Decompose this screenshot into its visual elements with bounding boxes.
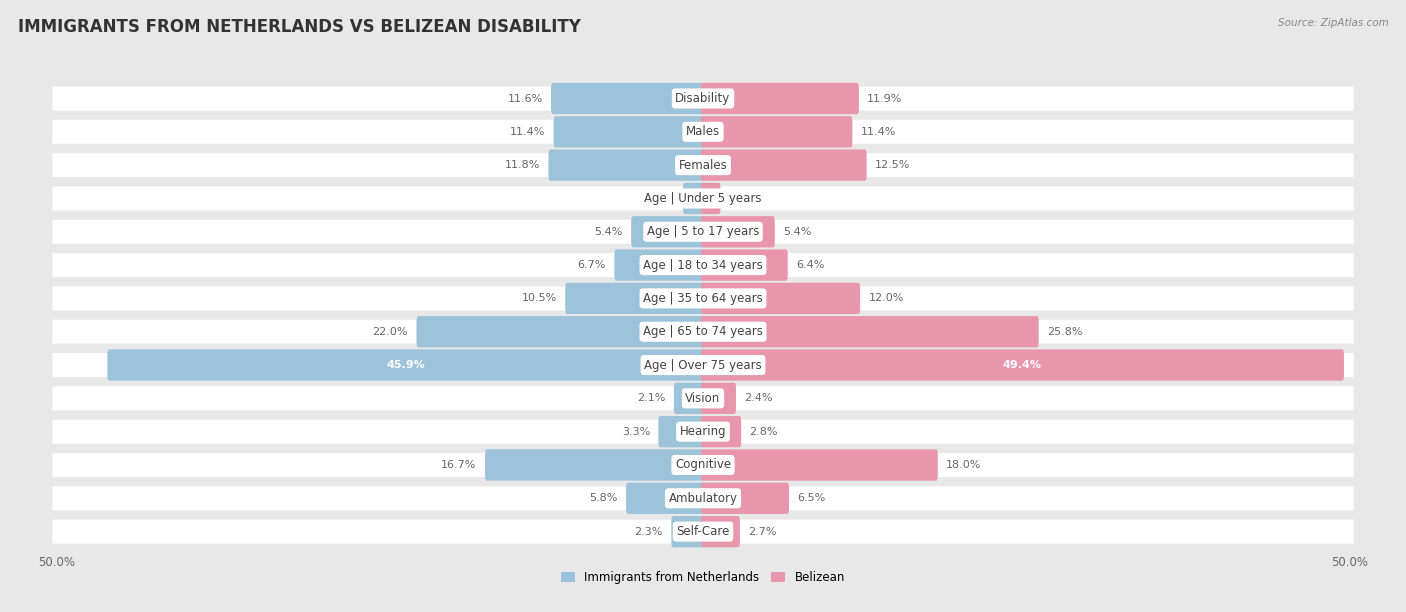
Text: Ambulatory: Ambulatory: [668, 492, 738, 505]
Text: 6.7%: 6.7%: [578, 260, 606, 270]
Text: Females: Females: [679, 159, 727, 171]
Text: 2.3%: 2.3%: [634, 526, 662, 537]
Text: 3.3%: 3.3%: [621, 427, 650, 437]
FancyBboxPatch shape: [658, 416, 704, 447]
Text: Self-Care: Self-Care: [676, 525, 730, 538]
FancyBboxPatch shape: [614, 250, 704, 281]
FancyBboxPatch shape: [52, 153, 1354, 177]
Text: 2.8%: 2.8%: [749, 427, 778, 437]
FancyBboxPatch shape: [551, 83, 704, 114]
FancyBboxPatch shape: [52, 487, 1354, 510]
FancyBboxPatch shape: [52, 386, 1354, 410]
Text: 25.8%: 25.8%: [1047, 327, 1083, 337]
FancyBboxPatch shape: [52, 453, 1354, 477]
FancyBboxPatch shape: [548, 149, 704, 181]
FancyBboxPatch shape: [702, 483, 789, 514]
FancyBboxPatch shape: [554, 116, 704, 147]
FancyBboxPatch shape: [626, 483, 704, 514]
Text: Disability: Disability: [675, 92, 731, 105]
FancyBboxPatch shape: [52, 319, 1354, 344]
FancyBboxPatch shape: [416, 316, 704, 348]
FancyBboxPatch shape: [52, 220, 1354, 244]
FancyBboxPatch shape: [52, 520, 1354, 543]
Text: Age | 18 to 34 years: Age | 18 to 34 years: [643, 259, 763, 272]
FancyBboxPatch shape: [702, 250, 787, 281]
Text: 49.4%: 49.4%: [1002, 360, 1042, 370]
Text: 11.8%: 11.8%: [505, 160, 540, 170]
Text: 2.1%: 2.1%: [637, 394, 665, 403]
FancyBboxPatch shape: [565, 283, 704, 314]
FancyBboxPatch shape: [702, 349, 1344, 381]
Text: 10.5%: 10.5%: [522, 293, 557, 304]
Text: 5.4%: 5.4%: [783, 227, 811, 237]
Text: Age | 65 to 74 years: Age | 65 to 74 years: [643, 325, 763, 338]
FancyBboxPatch shape: [702, 149, 866, 181]
Text: Source: ZipAtlas.com: Source: ZipAtlas.com: [1278, 18, 1389, 28]
Text: 2.4%: 2.4%: [744, 394, 773, 403]
Text: 11.4%: 11.4%: [510, 127, 546, 137]
Text: 45.9%: 45.9%: [387, 360, 426, 370]
FancyBboxPatch shape: [702, 83, 859, 114]
FancyBboxPatch shape: [702, 316, 1039, 348]
FancyBboxPatch shape: [671, 516, 704, 547]
Text: 12.5%: 12.5%: [875, 160, 911, 170]
FancyBboxPatch shape: [631, 216, 704, 247]
Text: 2.7%: 2.7%: [748, 526, 776, 537]
Text: 1.4%: 1.4%: [647, 193, 675, 203]
Text: 6.4%: 6.4%: [796, 260, 824, 270]
Text: Age | Under 5 years: Age | Under 5 years: [644, 192, 762, 205]
FancyBboxPatch shape: [52, 86, 1354, 111]
FancyBboxPatch shape: [485, 449, 704, 480]
FancyBboxPatch shape: [702, 283, 860, 314]
Text: 11.4%: 11.4%: [860, 127, 896, 137]
Text: 18.0%: 18.0%: [946, 460, 981, 470]
FancyBboxPatch shape: [52, 253, 1354, 277]
FancyBboxPatch shape: [673, 382, 704, 414]
FancyBboxPatch shape: [52, 187, 1354, 211]
FancyBboxPatch shape: [702, 183, 720, 214]
FancyBboxPatch shape: [702, 449, 938, 480]
FancyBboxPatch shape: [52, 120, 1354, 144]
Text: 5.8%: 5.8%: [589, 493, 617, 503]
Text: 12.0%: 12.0%: [869, 293, 904, 304]
Text: 11.6%: 11.6%: [508, 94, 543, 103]
Legend: Immigrants from Netherlands, Belizean: Immigrants from Netherlands, Belizean: [555, 566, 851, 588]
Text: 5.4%: 5.4%: [595, 227, 623, 237]
Text: Age | 5 to 17 years: Age | 5 to 17 years: [647, 225, 759, 238]
FancyBboxPatch shape: [702, 516, 740, 547]
FancyBboxPatch shape: [702, 216, 775, 247]
Text: IMMIGRANTS FROM NETHERLANDS VS BELIZEAN DISABILITY: IMMIGRANTS FROM NETHERLANDS VS BELIZEAN …: [18, 18, 581, 36]
Text: Cognitive: Cognitive: [675, 458, 731, 471]
Text: 11.9%: 11.9%: [868, 94, 903, 103]
FancyBboxPatch shape: [52, 353, 1354, 377]
FancyBboxPatch shape: [107, 349, 704, 381]
Text: Age | 35 to 64 years: Age | 35 to 64 years: [643, 292, 763, 305]
FancyBboxPatch shape: [52, 420, 1354, 444]
Text: 6.5%: 6.5%: [797, 493, 825, 503]
Text: Hearing: Hearing: [679, 425, 727, 438]
Text: Age | Over 75 years: Age | Over 75 years: [644, 359, 762, 371]
FancyBboxPatch shape: [702, 382, 735, 414]
Text: 1.2%: 1.2%: [728, 193, 758, 203]
Text: 16.7%: 16.7%: [441, 460, 477, 470]
FancyBboxPatch shape: [702, 116, 852, 147]
Text: Vision: Vision: [685, 392, 721, 405]
FancyBboxPatch shape: [702, 416, 741, 447]
FancyBboxPatch shape: [683, 183, 704, 214]
Text: Males: Males: [686, 125, 720, 138]
Text: 22.0%: 22.0%: [373, 327, 408, 337]
FancyBboxPatch shape: [52, 286, 1354, 310]
